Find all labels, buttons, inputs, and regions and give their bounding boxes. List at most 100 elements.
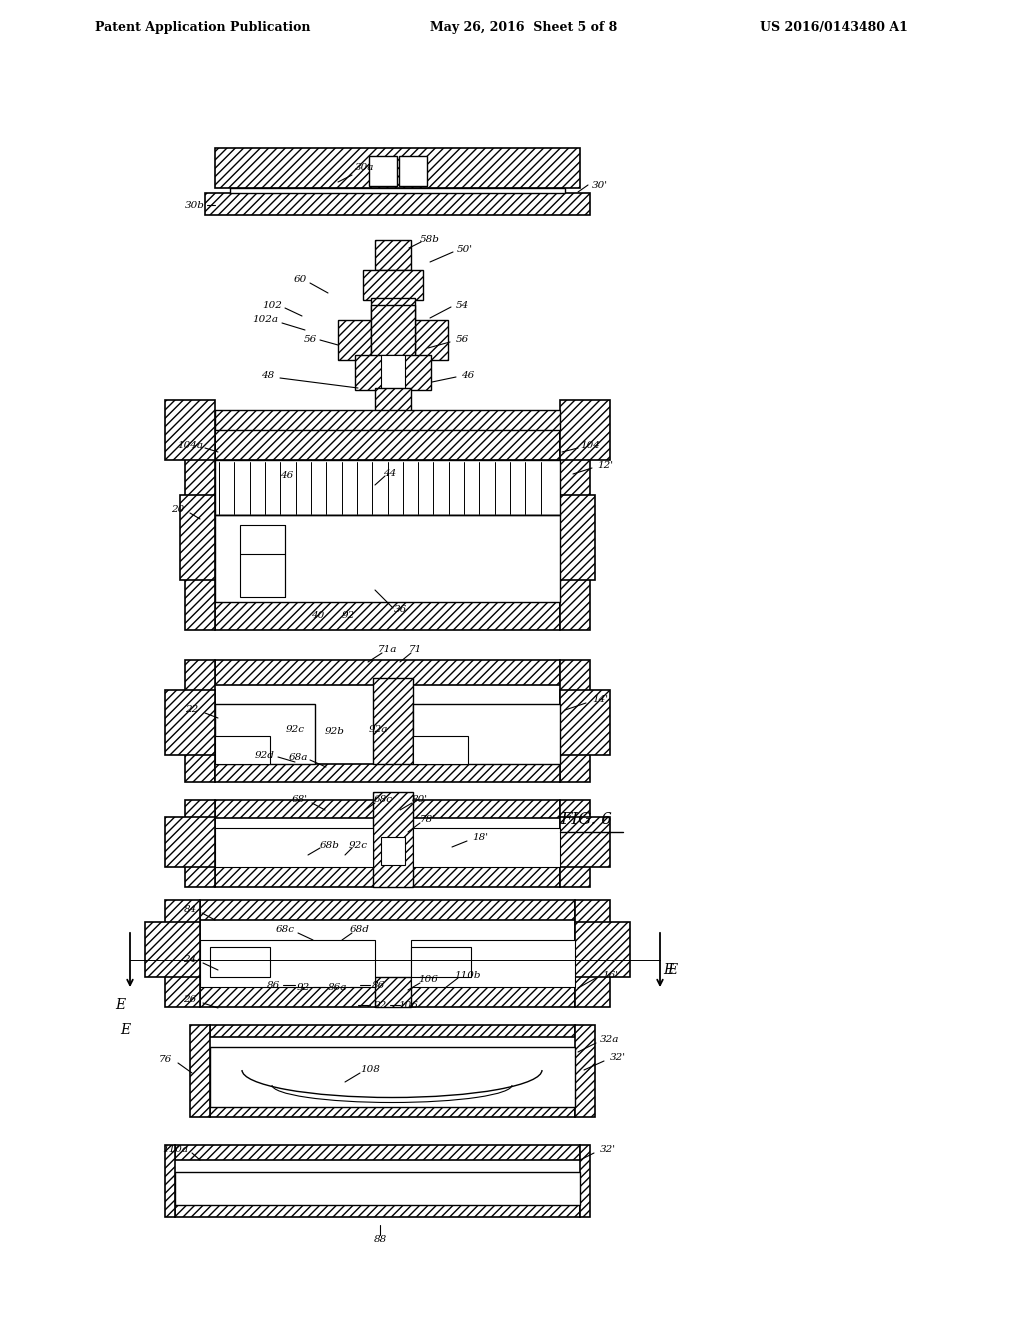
Bar	[369, 156, 397, 186]
Bar	[575, 921, 630, 977]
Text: FIG. 6: FIG. 6	[560, 812, 612, 829]
Text: 92: 92	[374, 1001, 387, 1010]
Text: 26: 26	[183, 995, 197, 1005]
Text: 86a: 86a	[329, 982, 348, 991]
Bar	[215, 515, 560, 602]
Text: 60: 60	[293, 276, 306, 285]
Text: 30b: 30b	[185, 201, 205, 210]
Bar	[165, 900, 200, 1007]
Bar	[413, 828, 560, 867]
Text: 36: 36	[393, 606, 407, 615]
Bar	[215, 764, 560, 781]
Text: 71: 71	[409, 645, 422, 655]
Text: 68d: 68d	[350, 925, 370, 935]
Text: 78': 78'	[420, 816, 436, 825]
Text: Patent Application Publication: Patent Application Publication	[95, 21, 310, 33]
Text: 92c: 92c	[286, 726, 304, 734]
Text: 16': 16'	[602, 970, 618, 979]
Text: 46: 46	[462, 371, 475, 380]
Text: 44: 44	[383, 469, 396, 478]
Text: 20: 20	[171, 506, 184, 515]
Bar	[575, 900, 610, 1007]
Bar	[210, 1047, 575, 1107]
Text: 110b: 110b	[455, 970, 481, 979]
Text: 86: 86	[266, 981, 280, 990]
Bar	[145, 921, 200, 977]
Text: 58b: 58b	[420, 235, 440, 244]
Text: 54: 54	[456, 301, 469, 309]
Text: 76: 76	[159, 1056, 172, 1064]
Bar	[185, 660, 215, 781]
Text: 32': 32'	[600, 1146, 616, 1155]
Text: 30a: 30a	[355, 164, 375, 173]
Bar	[560, 430, 590, 630]
Bar	[165, 690, 215, 755]
Bar	[215, 867, 560, 887]
Text: 24: 24	[183, 956, 197, 965]
Text: 71a: 71a	[377, 645, 396, 655]
Text: 86: 86	[372, 981, 385, 990]
Bar	[200, 940, 375, 987]
Bar	[165, 817, 215, 867]
Bar	[415, 319, 449, 360]
Text: 30': 30'	[592, 181, 608, 190]
Text: 14': 14'	[592, 696, 608, 705]
Text: 102: 102	[262, 301, 282, 309]
Text: 46: 46	[281, 470, 294, 479]
Text: 12': 12'	[597, 461, 613, 470]
Bar	[355, 355, 431, 389]
Text: 110a: 110a	[162, 1146, 188, 1155]
Text: 68a: 68a	[289, 752, 307, 762]
Text: 106: 106	[398, 1001, 418, 1010]
Bar	[215, 828, 373, 867]
Bar	[175, 1144, 580, 1160]
Bar	[375, 240, 411, 271]
Text: 92a: 92a	[369, 726, 388, 734]
Bar	[381, 355, 406, 389]
Text: E: E	[115, 998, 125, 1012]
Text: 104a: 104a	[177, 441, 203, 450]
Bar	[200, 900, 575, 920]
Bar	[362, 271, 423, 300]
Text: E: E	[663, 964, 673, 977]
Text: 68': 68'	[292, 796, 308, 804]
Bar	[560, 495, 595, 579]
Bar	[180, 495, 215, 579]
Bar	[375, 977, 411, 1007]
Bar	[560, 817, 610, 867]
Bar	[338, 319, 371, 360]
Bar	[560, 400, 610, 459]
Text: 68c: 68c	[275, 925, 295, 935]
Text: 92: 92	[296, 982, 309, 991]
Bar	[215, 660, 560, 685]
Bar	[580, 1144, 590, 1217]
Bar	[215, 459, 560, 515]
Bar	[165, 400, 215, 459]
Bar	[185, 430, 215, 630]
Bar	[210, 946, 270, 977]
Text: 22: 22	[185, 705, 199, 714]
Text: 102a: 102a	[252, 315, 278, 325]
Text: 18': 18'	[472, 833, 488, 842]
Text: E: E	[120, 1023, 130, 1038]
Bar	[381, 837, 406, 865]
Bar	[240, 525, 285, 597]
Bar	[190, 1026, 210, 1117]
Bar	[411, 946, 471, 977]
Bar	[413, 704, 560, 764]
Text: 92c: 92c	[348, 841, 368, 850]
Bar	[215, 411, 560, 430]
Bar	[560, 800, 590, 887]
Text: 56: 56	[303, 335, 316, 345]
Bar	[215, 602, 560, 630]
Bar	[200, 987, 575, 1007]
Bar	[215, 704, 315, 764]
Bar	[575, 1026, 595, 1117]
Bar	[560, 660, 590, 781]
Bar	[215, 148, 580, 187]
Bar	[399, 156, 427, 186]
Text: 68c: 68c	[374, 796, 392, 804]
Text: 104: 104	[580, 441, 600, 450]
Bar	[373, 792, 413, 887]
Text: 84: 84	[183, 906, 197, 915]
